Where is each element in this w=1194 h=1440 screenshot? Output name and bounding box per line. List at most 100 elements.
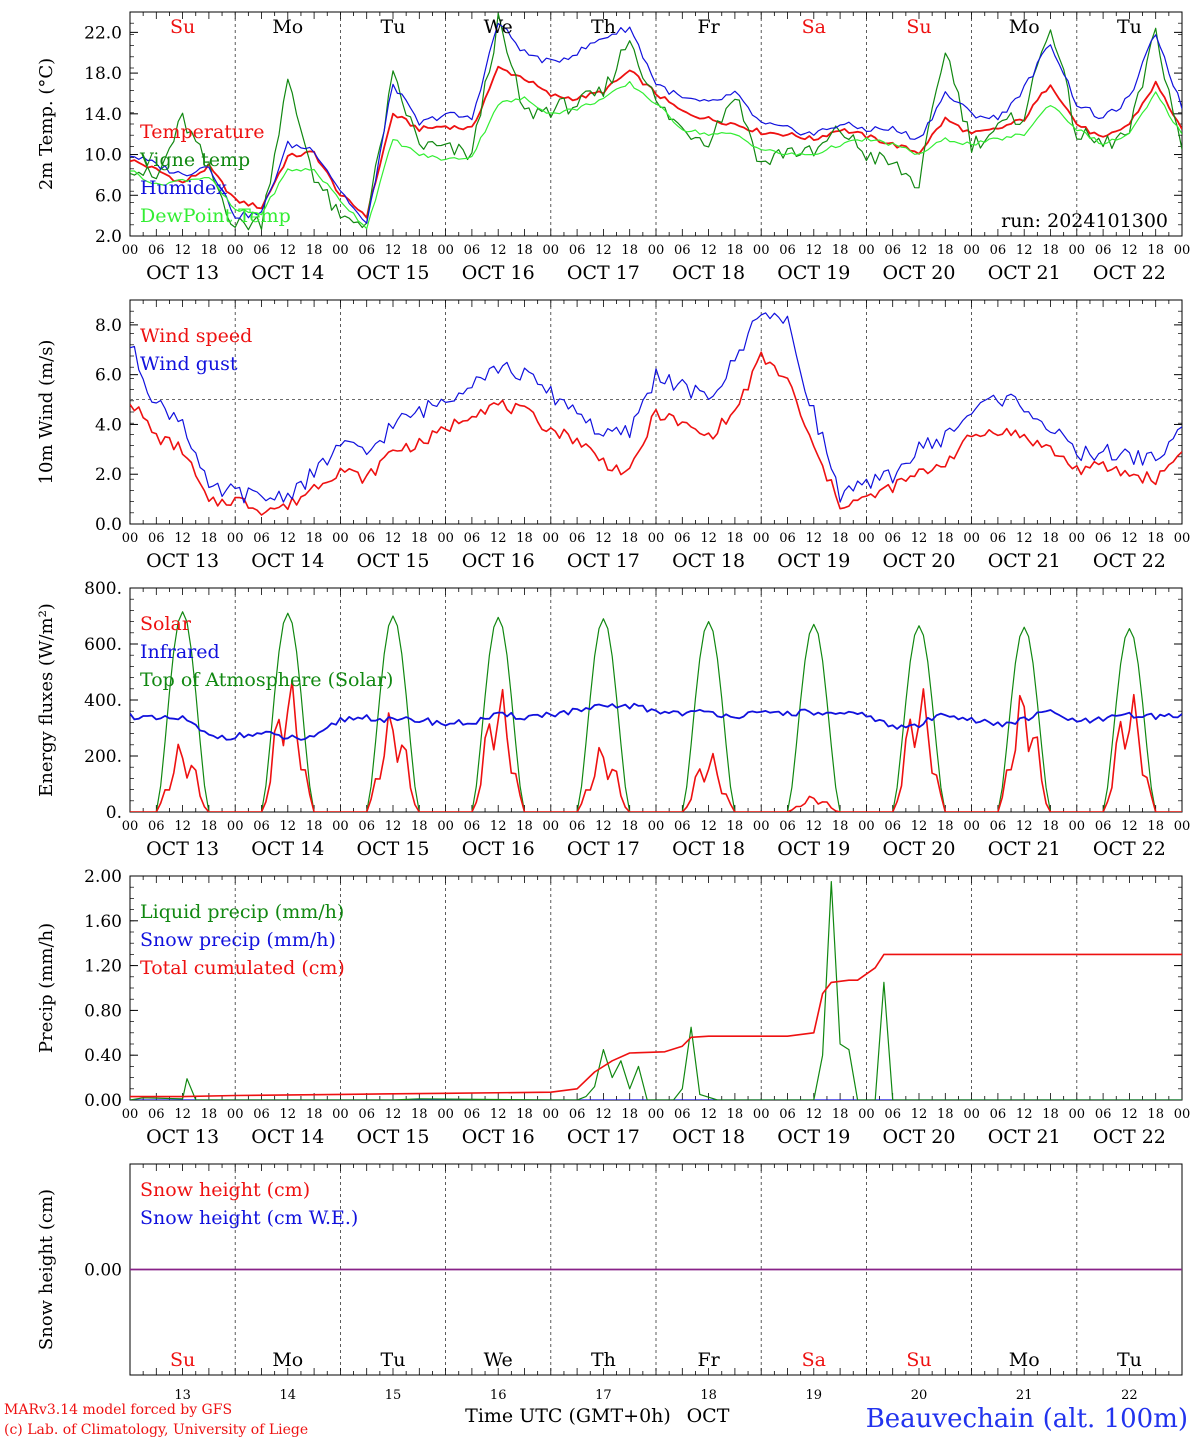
x-hour-tick-label: 00 bbox=[858, 1107, 875, 1122]
legend-entry: Liquid precip (mm/h) bbox=[140, 901, 344, 923]
x-hour-tick-label: 00 bbox=[332, 243, 349, 258]
x-hour-tick-label: 18 bbox=[1042, 531, 1059, 546]
x-axis-month: OCT bbox=[687, 1405, 730, 1427]
x-hour-tick-label: 06 bbox=[569, 1107, 586, 1122]
x-hour-tick-label: 00 bbox=[437, 1107, 454, 1122]
y-axis-label: Energy fluxes (W/m²) bbox=[36, 603, 57, 797]
y-tick-label: 0. bbox=[106, 803, 122, 823]
x-date-label: OCT 22 bbox=[1093, 1126, 1166, 1148]
x-hour-tick-label: 00 bbox=[963, 531, 980, 546]
x-hour-tick-label: 18 bbox=[306, 819, 323, 834]
series-line-humidex bbox=[130, 22, 1182, 224]
x-hour-tick-label: 00 bbox=[1174, 243, 1191, 258]
y-tick-label: 200. bbox=[84, 747, 122, 767]
x-hour-tick-label: 00 bbox=[753, 1107, 770, 1122]
x-hour-tick-label: 00 bbox=[122, 243, 139, 258]
date-number-label: 15 bbox=[385, 1388, 402, 1403]
x-hour-tick-label: 06 bbox=[674, 1107, 691, 1122]
x-date-label: OCT 20 bbox=[882, 1126, 955, 1148]
x-date-label: OCT 13 bbox=[146, 262, 219, 284]
day-name-label: Fr bbox=[697, 1349, 720, 1371]
x-hour-tick-label: 06 bbox=[358, 531, 375, 546]
y-tick-label: 800. bbox=[84, 579, 122, 599]
legend-entry: Vigne temp bbox=[139, 149, 250, 171]
x-hour-tick-label: 06 bbox=[779, 1107, 796, 1122]
series-line-infrared bbox=[130, 702, 1182, 741]
x-hour-tick-label: 00 bbox=[543, 1107, 560, 1122]
x-date-label: OCT 17 bbox=[567, 550, 640, 572]
day-name-label: Tu bbox=[381, 16, 406, 38]
y-tick-label: 10.0 bbox=[84, 146, 122, 166]
x-hour-tick-label: 00 bbox=[1069, 1107, 1086, 1122]
x-hour-tick-label: 00 bbox=[858, 531, 875, 546]
x-hour-tick-label: 00 bbox=[753, 819, 770, 834]
x-hour-tick-label: 18 bbox=[621, 819, 638, 834]
y-tick-label: 0.40 bbox=[84, 1046, 122, 1066]
x-hour-tick-label: 12 bbox=[1016, 531, 1033, 546]
x-hour-tick-label: 00 bbox=[858, 819, 875, 834]
x-hour-tick-label: 18 bbox=[621, 1107, 638, 1122]
x-hour-tick-label: 06 bbox=[148, 243, 165, 258]
x-hour-tick-label: 06 bbox=[464, 531, 481, 546]
x-hour-tick-label: 00 bbox=[648, 531, 665, 546]
x-hour-tick-label: 18 bbox=[516, 1107, 533, 1122]
x-hour-tick-label: 12 bbox=[595, 819, 612, 834]
x-hour-tick-label: 00 bbox=[332, 1107, 349, 1122]
x-date-label: OCT 20 bbox=[882, 838, 955, 860]
date-number-label: 22 bbox=[1121, 1388, 1138, 1403]
x-hour-tick-label: 12 bbox=[595, 243, 612, 258]
x-hour-tick-label: 12 bbox=[700, 243, 717, 258]
y-tick-label: 18.0 bbox=[84, 64, 122, 84]
x-hour-tick-label: 00 bbox=[122, 819, 139, 834]
x-hour-tick-label: 18 bbox=[727, 819, 744, 834]
x-hour-tick-label: 06 bbox=[884, 819, 901, 834]
x-hour-tick-label: 06 bbox=[464, 1107, 481, 1122]
series-line-wind-speed bbox=[130, 351, 1182, 516]
x-date-label: OCT 19 bbox=[777, 550, 850, 572]
day-name-label: Th bbox=[591, 1349, 616, 1371]
date-number-label: 21 bbox=[1016, 1388, 1033, 1403]
x-hour-tick-label: 00 bbox=[963, 1107, 980, 1122]
x-date-label: OCT 22 bbox=[1093, 262, 1166, 284]
x-hour-tick-label: 18 bbox=[306, 243, 323, 258]
x-hour-tick-label: 00 bbox=[227, 1107, 244, 1122]
x-date-label: OCT 16 bbox=[462, 1126, 535, 1148]
x-hour-tick-label: 18 bbox=[516, 243, 533, 258]
x-hour-tick-label: 00 bbox=[1069, 531, 1086, 546]
y-tick-label: 22.0 bbox=[84, 23, 122, 43]
legend-entry: Temperature bbox=[140, 121, 264, 143]
x-hour-tick-label: 00 bbox=[1174, 531, 1191, 546]
x-hour-tick-label: 12 bbox=[490, 1107, 507, 1122]
x-hour-tick-label: 18 bbox=[832, 1107, 849, 1122]
y-tick-label: 6.0 bbox=[95, 186, 122, 206]
x-hour-tick-label: 06 bbox=[779, 243, 796, 258]
x-hour-tick-label: 18 bbox=[727, 531, 744, 546]
x-hour-tick-label: 18 bbox=[832, 819, 849, 834]
date-number-label: 13 bbox=[174, 1388, 191, 1403]
x-hour-tick-label: 00 bbox=[1174, 819, 1191, 834]
x-hour-tick-label: 06 bbox=[884, 1107, 901, 1122]
series-line-total-cumulated bbox=[130, 953, 1182, 1098]
x-hour-tick-label: 06 bbox=[569, 243, 586, 258]
x-hour-tick-label: 00 bbox=[122, 531, 139, 546]
x-hour-tick-label: 06 bbox=[674, 531, 691, 546]
x-hour-tick-label: 12 bbox=[700, 819, 717, 834]
x-hour-tick-label: 06 bbox=[1095, 1107, 1112, 1122]
date-number-label: 16 bbox=[490, 1388, 507, 1403]
x-date-label: OCT 22 bbox=[1093, 838, 1166, 860]
x-hour-tick-label: 00 bbox=[753, 243, 770, 258]
day-name-label: Sa bbox=[802, 1349, 826, 1371]
x-hour-tick-label: 18 bbox=[411, 531, 428, 546]
x-hour-tick-label: 06 bbox=[358, 1107, 375, 1122]
x-date-label: OCT 21 bbox=[988, 1126, 1061, 1148]
x-hour-tick-label: 06 bbox=[779, 819, 796, 834]
x-date-label: OCT 16 bbox=[462, 838, 535, 860]
x-hour-tick-label: 00 bbox=[543, 819, 560, 834]
x-hour-tick-label: 12 bbox=[280, 1107, 297, 1122]
date-number-label: 14 bbox=[280, 1388, 297, 1403]
y-tick-label: 400. bbox=[84, 691, 122, 711]
x-hour-tick-label: 18 bbox=[306, 1107, 323, 1122]
date-number-label: 18 bbox=[700, 1388, 717, 1403]
x-hour-tick-label: 06 bbox=[674, 819, 691, 834]
